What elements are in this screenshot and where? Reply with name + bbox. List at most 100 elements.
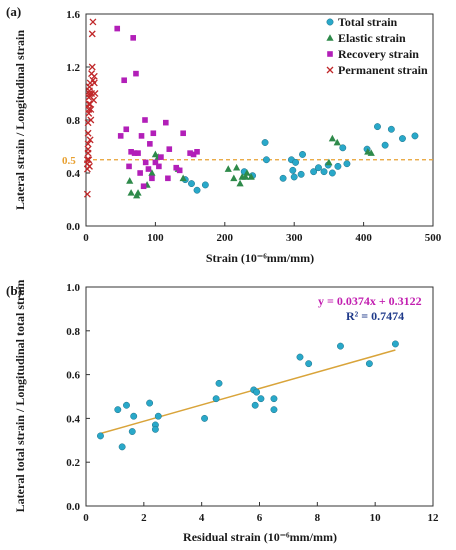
- data-point-recovery: [131, 150, 138, 156]
- y-axis-b: 0.0 0.2 0.4 0.6 0.8 1.0: [66, 282, 90, 513]
- data-point-residual: [337, 342, 344, 350]
- x-tick-label-a: 500: [425, 232, 442, 244]
- data-point-recovery: [121, 77, 127, 84]
- data-point-residual: [130, 412, 138, 420]
- data-point-recovery: [140, 183, 147, 190]
- chart-a: 0.0 0.4 0.8 1.2 1.6 0 100 200 300 400 500 0.5 Lat…: [13, 9, 442, 265]
- trendline-equation: y = 0.0374x + 0.3122: [318, 294, 422, 308]
- data-point-residual: [305, 360, 313, 368]
- panel-label-a: (a): [6, 4, 21, 19]
- data-point-permanent: [84, 145, 92, 153]
- data-point-permanent: [87, 105, 95, 113]
- x-tick-label-a: 0: [83, 232, 89, 244]
- y-tick-label-b: 1.0: [66, 282, 80, 294]
- legend-permanent: Permanent strain: [338, 63, 428, 77]
- data-point-total: [381, 141, 389, 149]
- data-point-recovery: [128, 149, 134, 155]
- data-point-recovery: [114, 25, 121, 32]
- data-point-total: [411, 132, 419, 140]
- data-point-total: [320, 168, 328, 176]
- data-point-permanent: [85, 156, 93, 164]
- data-point-recovery: [165, 175, 171, 182]
- data-point-recovery: [176, 167, 183, 174]
- y-tick-label-b: 0.0: [66, 501, 80, 513]
- y-axis-label-a: Lateral strain / Longitudinal strain: [13, 30, 27, 210]
- x-tick-label-b: 10: [370, 512, 382, 524]
- legend-marker-permanent: [326, 66, 334, 74]
- data-point-elastic: [126, 177, 134, 184]
- data-point-residual: [253, 388, 261, 396]
- data-point-total: [310, 168, 318, 176]
- x-tick-label-a: 100: [147, 232, 164, 244]
- data-point-total: [374, 123, 381, 131]
- data-point-recovery: [130, 35, 136, 41]
- data-point-recovery: [117, 133, 124, 139]
- x-tick-label-b: 2: [141, 512, 147, 524]
- data-point-recovery: [166, 146, 173, 152]
- data-point-recovery: [158, 154, 164, 160]
- data-point-permanent: [90, 96, 98, 104]
- data-point-permanent: [83, 156, 91, 164]
- data-point-elastic: [179, 174, 187, 182]
- data-point-total: [297, 170, 305, 178]
- y-tick-label-b: 0.4: [66, 413, 80, 425]
- data-point-permanent: [84, 140, 92, 148]
- data-point-recovery: [133, 70, 139, 77]
- data-point-recovery: [180, 130, 186, 137]
- data-point-total: [289, 166, 297, 174]
- data-point-recovery: [187, 150, 193, 156]
- data-point-permanent: [85, 105, 93, 113]
- data-point-total: [292, 158, 300, 166]
- data-point-total: [339, 144, 347, 152]
- data-point-residual: [154, 412, 162, 420]
- data-point-residual: [215, 379, 223, 387]
- data-point-total: [290, 173, 298, 181]
- data-point-elastic: [134, 189, 142, 196]
- x-axis-label-b: Residual strain (10⁻⁶mm/mm): [183, 530, 337, 544]
- x-tick-label-a: 300: [286, 232, 303, 244]
- panel-label-b: (b): [6, 283, 22, 298]
- legend-elastic: Elastic strain: [338, 31, 406, 45]
- data-point-recovery: [126, 163, 132, 170]
- legend-recovery: Recovery strain: [338, 47, 419, 61]
- x-tick-label-b: 6: [257, 512, 263, 524]
- data-point-permanent: [88, 30, 96, 38]
- series-points-a: [83, 18, 419, 199]
- data-point-elastic: [333, 138, 341, 146]
- data-point-recovery: [163, 119, 169, 126]
- data-point-total: [279, 174, 287, 182]
- data-point-residual: [123, 401, 130, 409]
- legend-marker-elastic: [326, 34, 334, 41]
- y-tick-label-a: 1.2: [66, 62, 80, 74]
- x-axis-b: 0 2 4 6 8 10 12: [83, 502, 439, 524]
- data-point-recovery: [123, 126, 130, 133]
- data-point-recovery: [173, 164, 180, 171]
- data-point-total: [262, 156, 270, 164]
- trendline: [100, 349, 396, 435]
- reference-line-label: 0.5: [62, 155, 76, 167]
- data-point-residual: [391, 340, 399, 348]
- y-tick-label-a: 0.4: [66, 168, 80, 180]
- data-point-residual: [146, 399, 154, 407]
- data-point-elastic: [230, 174, 238, 182]
- legend-marker-total: [326, 18, 334, 26]
- data-point-residual: [128, 428, 136, 435]
- y-axis-label-b: Lateral total strain / Longitudinal tota…: [13, 279, 27, 512]
- data-point-total: [261, 139, 269, 146]
- data-point-permanent: [89, 18, 97, 26]
- data-point-permanent: [91, 90, 99, 97]
- data-point-recovery: [142, 117, 148, 123]
- legend-marker-total: [326, 18, 334, 26]
- data-point-total: [188, 180, 195, 188]
- x-axis-label-a: Strain (10⁻⁶mm/mm): [206, 251, 314, 265]
- data-point-residual: [118, 443, 126, 451]
- y-tick-label-a: 0.8: [66, 115, 80, 127]
- data-point-total: [315, 164, 322, 172]
- data-point-total: [334, 162, 342, 170]
- data-point-recovery: [135, 150, 141, 156]
- y-tick-label-a: 0.0: [66, 221, 80, 233]
- data-point-residual: [251, 401, 259, 409]
- data-point-recovery: [145, 166, 152, 172]
- data-point-elastic: [325, 158, 333, 166]
- data-point-residual: [270, 406, 278, 414]
